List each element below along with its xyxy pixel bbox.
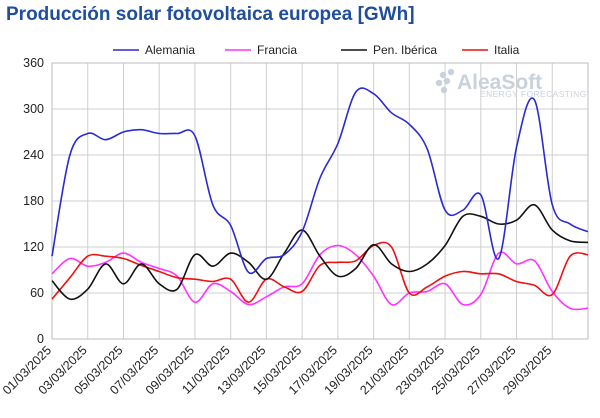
aleasoft-logo: AleaSoft ENERGY FORECASTING: [435, 68, 587, 99]
series-line-pen-iberica: [51, 203, 589, 301]
series-line-francia: [51, 244, 589, 311]
y-tick-label: 240: [23, 148, 44, 162]
y-tick-label: 60: [30, 286, 44, 300]
aleasoft-logo-name: AleaSoft: [457, 71, 542, 94]
legend-label: Pen. Ibérica: [373, 43, 437, 57]
legend-label: Italia: [494, 43, 520, 57]
series-line-alemania: [51, 87, 589, 275]
series-line-italia: [51, 241, 589, 303]
y-tick-label: 0: [37, 332, 44, 346]
series-lines: [51, 87, 589, 311]
plot-frame: [51, 62, 589, 340]
x-axis: 01/03/202503/03/202505/03/202507/03/2025…: [0, 343, 554, 397]
chart-title: Producción solar fotovoltaica europea [G…: [6, 4, 415, 25]
aleasoft-logo-tagline: ENERGY FORECASTING: [480, 89, 587, 99]
grid: [51, 62, 589, 340]
legend-label: Alemania: [145, 43, 195, 57]
legend-label: Francia: [257, 43, 297, 57]
legend: Alemania Francia Pen. Ibérica Italia: [113, 43, 520, 57]
y-tick-label: 180: [23, 194, 44, 208]
y-tick-label: 300: [23, 102, 44, 116]
y-axis: 0 60 120 180 240 300 360: [23, 56, 44, 346]
y-tick-label: 120: [23, 240, 44, 254]
y-tick-label: 360: [23, 56, 44, 70]
